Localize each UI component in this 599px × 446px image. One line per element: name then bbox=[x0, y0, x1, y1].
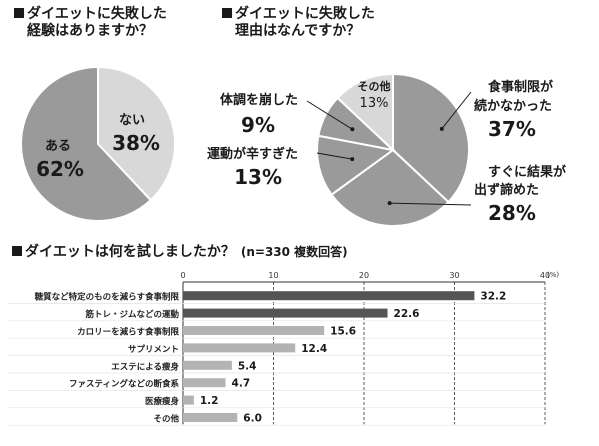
bar-category-label-1: 筋トレ・ジムなどの運動 bbox=[84, 309, 179, 320]
pie2-leader-line-0 bbox=[441, 91, 472, 130]
question-1-line-2: 経験はありますか？ bbox=[27, 23, 153, 39]
pie2-label-0-line1: 食事制限が bbox=[488, 79, 553, 95]
question-1-line-1: ダイエットに失敗した bbox=[27, 6, 167, 22]
bar-7 bbox=[183, 413, 238, 422]
pie1-value-1: 62% bbox=[36, 157, 84, 181]
bar-category-label-0: 糖質など特定のものを減らす食事制限 bbox=[35, 292, 180, 303]
bar-tick-label-2: 20 bbox=[359, 271, 369, 280]
bullet-square-icon bbox=[12, 246, 22, 256]
pie2-value-4: 13% bbox=[360, 96, 389, 111]
question-2-line-1: ダイエットに失敗した bbox=[235, 6, 375, 22]
pie1-label-0: ない bbox=[119, 113, 145, 128]
bar-3 bbox=[183, 343, 296, 353]
bar-1 bbox=[183, 308, 388, 318]
pie2-value-2: 13% bbox=[234, 165, 282, 189]
bullet-square-icon bbox=[222, 8, 232, 18]
bar-value-label-3: 12.4 bbox=[301, 343, 327, 355]
bar-value-label-5: 4.7 bbox=[232, 378, 251, 390]
pie2-label-1-line1: すぐに結果が bbox=[488, 164, 566, 180]
bar-tick-label-1: 10 bbox=[268, 271, 278, 280]
pie2-slice-0 bbox=[392, 72, 470, 204]
pie1-slice-1 bbox=[20, 65, 153, 222]
pie2-label-3: 体調を崩した bbox=[220, 92, 298, 108]
pie2-value-1: 28% bbox=[488, 201, 536, 225]
pie2-slice-4 bbox=[336, 72, 394, 153]
bar-value-label-6: 1.2 bbox=[200, 395, 219, 407]
bar-6 bbox=[183, 395, 194, 405]
bar-value-label-1: 22.6 bbox=[394, 308, 420, 320]
pie2-leader-dot-0 bbox=[439, 126, 444, 131]
bar-category-label-6: 医療痩身 bbox=[145, 396, 180, 407]
pie2-slice-1 bbox=[330, 148, 450, 227]
question-2-line-2: 理由はなんですか？ bbox=[235, 23, 361, 39]
bar-value-label-0: 32.2 bbox=[480, 291, 506, 303]
bar-5 bbox=[183, 378, 226, 388]
bar-category-label-4: エステによる痩身 bbox=[111, 361, 179, 372]
question-1-heading: ダイエットに失敗した 経験はありますか？ bbox=[14, 6, 167, 40]
bar-value-label-2: 15.6 bbox=[330, 326, 356, 338]
pie1-value-0: 38% bbox=[112, 131, 160, 155]
bar-category-label-2: カロリーを減らす食事制限 bbox=[77, 327, 179, 338]
question-3-title: ダイエットは何を試しましたか？ bbox=[25, 244, 235, 260]
pie2-value-3: 9% bbox=[241, 113, 275, 137]
bar-category-label-7: その他 bbox=[153, 414, 179, 425]
sample-size-note: (n=330 複数回答) bbox=[240, 245, 348, 259]
pie2-label-0-line2: 続かなかった bbox=[474, 98, 552, 114]
bar-value-label-7: 6.0 bbox=[243, 413, 262, 425]
pie2-label-1-line2: 出ず諦めた bbox=[474, 182, 539, 198]
bar-category-label-5: ファスティングなどの断食系 bbox=[69, 379, 179, 390]
pie1-label-1: ある bbox=[45, 139, 71, 154]
question-3-heading: ダイエットは何を試しましたか？ (n=330 複数回答) bbox=[12, 244, 348, 261]
pie2-leader-line-1 bbox=[389, 202, 472, 206]
pie2-leader-line-2 bbox=[316, 152, 353, 160]
pie2-leader-dot-1 bbox=[387, 201, 392, 206]
bar-0 bbox=[183, 291, 475, 301]
pie2-leader-dot-3 bbox=[350, 127, 355, 132]
bar-unit-label: (%) bbox=[547, 271, 559, 279]
bar-4 bbox=[183, 360, 232, 370]
question-2-heading: ダイエットに失敗した 理由はなんですか？ bbox=[222, 6, 375, 40]
pie2-leader-dot-2 bbox=[350, 157, 355, 162]
bar-tick-label-4: 40 bbox=[540, 271, 550, 280]
bar-category-label-3: サプリメント bbox=[128, 344, 179, 355]
pie2-label-2: 運動が辛すぎた bbox=[207, 146, 298, 162]
pie2-label-4: その他 bbox=[358, 79, 391, 93]
pie2-slice-2 bbox=[316, 134, 396, 197]
pie2-value-0: 37% bbox=[488, 117, 536, 141]
bar-tick-label-3: 30 bbox=[449, 271, 459, 280]
bullet-square-icon bbox=[14, 8, 24, 18]
bar-tick-label-0: 0 bbox=[180, 271, 185, 280]
pie2-leader-line-3 bbox=[306, 100, 353, 130]
pie1-slice-0 bbox=[97, 65, 176, 202]
bar-value-label-4: 5.4 bbox=[238, 360, 257, 372]
bar-2 bbox=[183, 326, 325, 335]
